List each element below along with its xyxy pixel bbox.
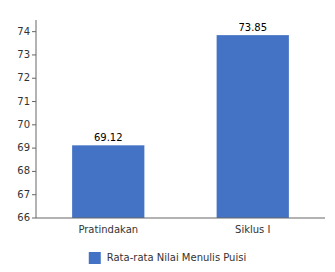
y-tick-label: 67 [17,189,30,200]
y-tick-label: 66 [17,212,30,223]
y-tick-label: 71 [17,96,30,107]
y-tick [32,218,36,219]
x-axis [36,218,325,219]
bar [72,145,144,218]
y-tick [32,171,36,172]
chart-container: 66 67 68 69 70 71 72 73 74 69.12 73.85 Pratindakan S… [0,0,335,272]
y-tick-label: 69 [17,142,30,153]
legend-swatch [89,252,101,264]
legend: Rata-rata Nilai Menulis Puisi [89,252,246,264]
bars [72,35,289,218]
y-tick [32,124,36,125]
legend-label: Rata-rata Nilai Menulis Puisi [107,252,246,263]
data-label: 69.12 [94,132,123,143]
y-tick [32,31,36,32]
x-tick-label: Pratindakan [78,224,138,235]
y-tick-label: 72 [17,72,30,83]
y-tick [32,54,36,55]
y-tick [32,148,36,149]
y-tick [32,78,36,79]
bar [217,35,289,218]
y-tick-label: 68 [17,165,30,176]
y-tick [32,101,36,102]
y-tick-label: 74 [17,26,30,37]
chart-svg: 66 67 68 69 70 71 72 73 74 69.12 73.85 Pratindakan S… [0,0,335,272]
y-tick [32,194,36,195]
data-label: 73.85 [238,22,267,33]
y-axis [36,20,37,218]
y-tick-label: 73 [17,49,30,60]
y-tick-label: 70 [17,119,30,130]
x-tick-label: Siklus I [235,224,270,235]
